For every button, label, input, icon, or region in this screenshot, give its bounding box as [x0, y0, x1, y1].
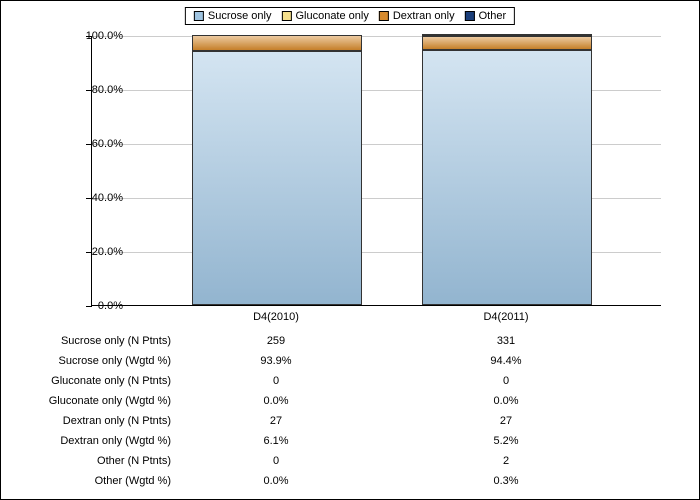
x-axis-label: D4(2011) — [421, 311, 591, 323]
y-axis-label: 80.0% — [73, 84, 123, 96]
row-cell: 5.2% — [421, 435, 591, 447]
row-label: Dextran only (N Ptnts) — [1, 415, 181, 427]
row-label: Gluconate only (N Ptnts) — [1, 375, 181, 387]
table-row: Other (Wgtd %) 0.0% 0.3% — [1, 471, 700, 491]
row-cell: 0.3% — [421, 475, 591, 487]
legend-item: Dextran only — [379, 10, 455, 22]
row-label: Other (Wgtd %) — [1, 475, 181, 487]
chart-container: Sucrose only Gluconate only Dextran only Ot… — [0, 0, 700, 500]
y-axis-label: 100.0% — [73, 30, 123, 42]
row-label: Sucrose only (N Ptnts) — [1, 335, 181, 347]
legend-swatch — [379, 11, 389, 21]
legend-item: Gluconate only — [281, 10, 368, 22]
row-cell: 0 — [191, 455, 361, 467]
table-row: Dextran only (Wgtd %) 6.1% 5.2% — [1, 431, 700, 451]
row-cell: 0.0% — [191, 475, 361, 487]
legend: Sucrose only Gluconate only Dextran only Ot… — [185, 7, 515, 25]
table-row: Other (N Ptnts) 0 2 — [1, 451, 700, 471]
legend-item: Sucrose only — [194, 10, 272, 22]
row-cell: 27 — [421, 415, 591, 427]
table-row: Sucrose only (N Ptnts) 259 331 — [1, 331, 700, 351]
bar-segment — [192, 51, 362, 305]
row-cell: 331 — [421, 335, 591, 347]
table-row: Gluconate only (Wgtd %) 0.0% 0.0% — [1, 391, 700, 411]
row-cell: 94.4% — [421, 355, 591, 367]
row-cell: 0 — [421, 375, 591, 387]
table-row: Gluconate only (N Ptnts) 0 0 — [1, 371, 700, 391]
legend-label: Sucrose only — [208, 10, 272, 22]
legend-item: Other — [465, 10, 507, 22]
legend-swatch — [281, 11, 291, 21]
row-label: Sucrose only (Wgtd %) — [1, 355, 181, 367]
row-label: Gluconate only (Wgtd %) — [1, 395, 181, 407]
row-cell: 2 — [421, 455, 591, 467]
y-axis-label: 60.0% — [73, 138, 123, 150]
legend-swatch — [465, 11, 475, 21]
row-cell: 0.0% — [191, 395, 361, 407]
legend-label: Other — [479, 10, 507, 22]
bar-segment — [422, 50, 592, 305]
legend-label: Dextran only — [393, 10, 455, 22]
table-row: Sucrose only (Wgtd %) 93.9% 94.4% — [1, 351, 700, 371]
plot-area — [91, 36, 661, 306]
bar-segment — [422, 34, 592, 36]
y-axis-label: 0.0% — [73, 300, 123, 312]
bar-segment — [192, 35, 362, 51]
row-label: Dextran only (Wgtd %) — [1, 435, 181, 447]
x-axis-label: D4(2010) — [191, 311, 361, 323]
table-row: Dextran only (N Ptnts) 27 27 — [1, 411, 700, 431]
data-table: Sucrose only (N Ptnts)259331Sucrose only… — [1, 331, 700, 491]
y-axis-label: 20.0% — [73, 246, 123, 258]
legend-swatch — [194, 11, 204, 21]
row-cell: 93.9% — [191, 355, 361, 367]
y-axis-label: 40.0% — [73, 192, 123, 204]
row-label: Other (N Ptnts) — [1, 455, 181, 467]
row-cell: 0 — [191, 375, 361, 387]
legend-label: Gluconate only — [295, 10, 368, 22]
bar-segment — [422, 36, 592, 50]
row-cell: 6.1% — [191, 435, 361, 447]
row-cell: 0.0% — [421, 395, 591, 407]
row-cell: 259 — [191, 335, 361, 347]
row-cell: 27 — [191, 415, 361, 427]
